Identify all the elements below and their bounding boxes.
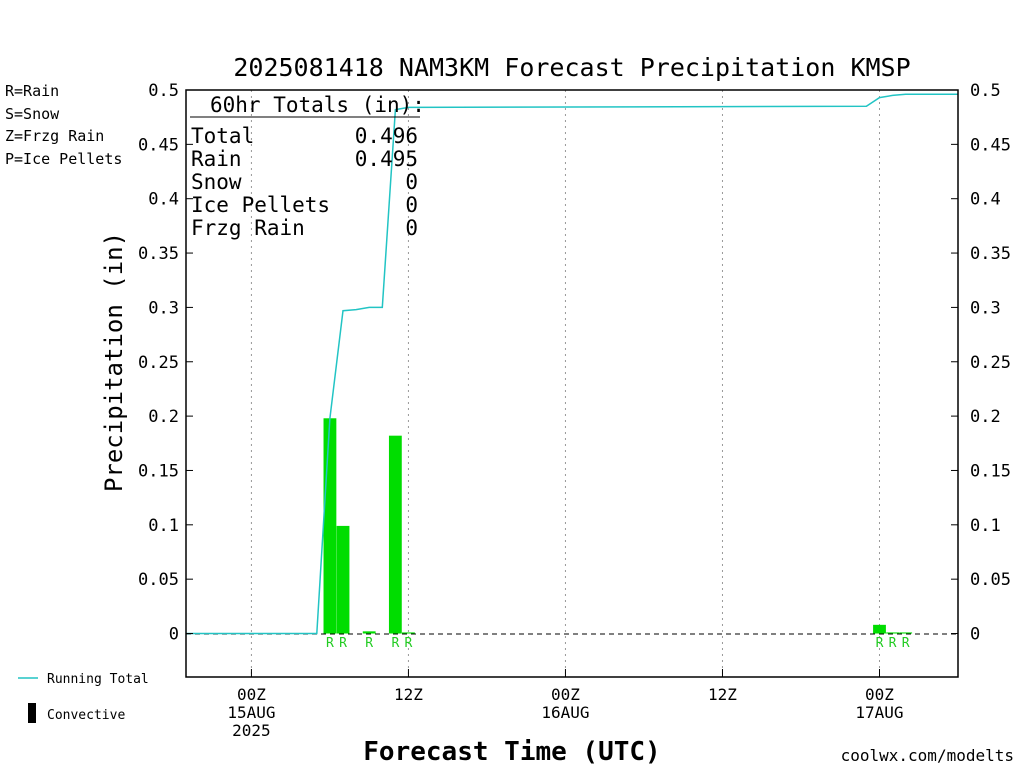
legend-snow: S=Snow [5,105,60,123]
bar-1 [336,525,350,634]
convective-swatch [28,703,36,723]
frzg-rain-label: Frzg Rain [191,216,305,240]
x-tick-label-3-0: 12Z [708,685,737,704]
x-tick-label-0-2: 2025 [232,721,271,740]
y-tick-label-right-10: 0.5 [970,81,1001,101]
total-value: 0.496 [355,124,418,148]
bar-3 [388,435,402,634]
x-tick-label-4-0: 00Z [865,685,894,704]
plot-frame [185,89,959,678]
ptype-label-7: R [902,636,910,651]
bar-7 [899,632,913,634]
frzg-rain-value: 0 [405,216,418,240]
x-axis-label: Forecast Time (UTC) [363,737,660,767]
y-tick-label-left-2: 0.1 [148,516,179,536]
y-tick-label-right-4: 0.2 [970,407,1001,427]
y-tick-label-right-0: 0 [970,625,980,645]
y-tick-label-left-5: 0.25 [138,353,179,373]
bar-2 [362,631,376,634]
y-tick-label-right-3: 0.15 [970,461,1011,481]
y-tick-label-left-10: 0.5 [148,81,179,101]
y-tick-label-right-5: 0.25 [970,353,1011,373]
ptype-label-4: R [405,636,413,651]
y-tick-label-left-0: 0 [169,625,179,645]
credit: coolwx.com/modelts [841,746,1014,765]
y-tick-label-left-4: 0.2 [148,407,179,427]
ptype-label-5: R [876,636,884,651]
chart-title: 2025081418 NAM3KM Forecast Precipitation… [233,53,910,82]
y-axis-left: 0 0.05 0.1 0.15 0.2 0.25 0.3 0.35 0.4 0.45 0.5 [138,81,193,645]
snow-value: 0 [405,170,418,194]
legend-frzg-rain: Z=Frzg Rain [5,127,104,145]
x-tick-label-0-0: 00Z [237,685,266,704]
x-tick-label-0-1: 15AUG [227,703,275,722]
totals-header: 60hr Totals (in): [210,93,425,117]
x-tick-label-2-1: 16AUG [541,703,589,722]
bar-4 [402,632,415,634]
x-tick-label-4-1: 17AUG [855,703,903,722]
y-tick-label-left-9: 0.45 [138,135,179,155]
y-tick-label-left-7: 0.35 [138,244,179,264]
ptype-label-2: R [365,636,373,651]
ice-pellets-value: 0 [405,193,418,217]
ptype-label-6: R [889,636,897,651]
ptype-label-1: R [339,636,347,651]
snow-label: Snow [191,170,242,194]
legend-ice-pellets: P=Ice Pellets [5,150,122,168]
running-total-line [186,93,958,635]
ptype-legend: R=Rain S=Snow Z=Frzg Rain P=Ice Pellets [5,82,122,168]
y-tick-label-right-1: 0.05 [970,570,1011,590]
bar-0 [323,418,337,634]
y-tick-label-right-9: 0.45 [970,135,1011,155]
precip-bars [323,418,913,634]
ptype-label-0: R [326,636,334,651]
y-tick-label-left-8: 0.4 [148,190,179,210]
y-tick-label-left-1: 0.05 [138,570,179,590]
legend-rain: R=Rain [5,82,59,100]
y-tick-label-left-3: 0.15 [138,461,179,481]
x-tick-label-2-0: 00Z [551,685,580,704]
running-total-legend-label: Running Total [47,672,149,687]
y-tick-label-left-6: 0.3 [148,298,179,318]
vertical-gridlines [250,90,880,677]
y-axis-label: Precipitation (in) [100,232,128,492]
y-tick-label-right-2: 0.1 [970,516,1001,536]
rain-value: 0.495 [355,147,418,171]
convective-legend-label: Convective [47,708,125,723]
bar-6 [886,632,899,634]
y-tick-label-right-6: 0.3 [970,298,1001,318]
ptype-label-3: R [391,636,399,651]
total-label: Total [191,124,254,148]
y-tick-label-right-7: 0.35 [970,244,1011,264]
y-axis-right: 0 0.05 0.1 0.15 0.2 0.25 0.3 0.35 0.4 0.45 0.5 [951,81,1011,645]
series-legend: Running Total Convective [18,672,149,723]
ice-pellets-label: Ice Pellets [191,193,330,217]
totals-box: 60hr Totals (in): Total 0.496 Rain 0.495… [190,93,425,240]
x-tick-label-1-0: 12Z [394,685,423,704]
rain-label: Rain [191,147,242,171]
y-tick-label-right-8: 0.4 [970,190,1001,210]
bar-5 [873,624,886,634]
